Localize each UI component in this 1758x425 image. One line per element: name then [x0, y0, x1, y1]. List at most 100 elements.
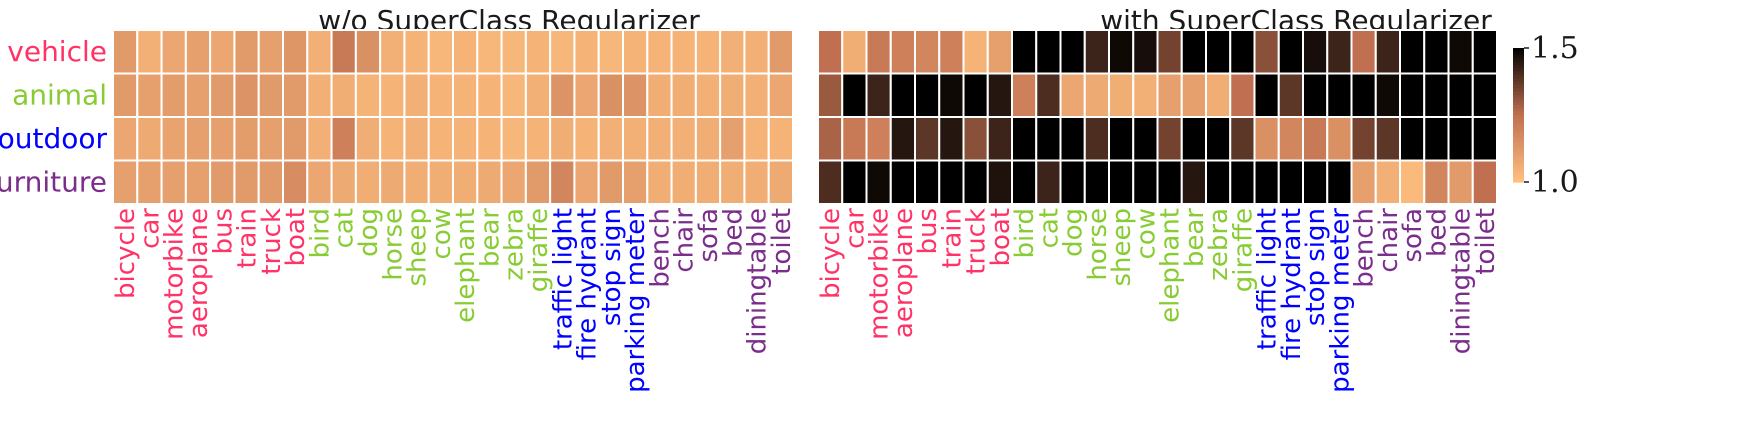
- heatmap-cell: [1399, 72, 1426, 118]
- heatmap-cell: [597, 29, 625, 75]
- heatmap-cell: [914, 116, 941, 162]
- heatmap-cell: [719, 29, 746, 75]
- column-label: bird: [305, 208, 335, 258]
- heatmap-cell: [209, 29, 236, 75]
- heatmap-cell: [500, 159, 527, 205]
- heatmap-cell: [257, 29, 284, 75]
- column-label: aeroplane: [889, 208, 919, 338]
- colorbar-segment: [1513, 64, 1524, 69]
- heatmap-cell: [1205, 72, 1232, 118]
- heatmap-cell: [1350, 159, 1377, 205]
- colorbar-segment: [1513, 78, 1524, 83]
- colorbar-segment: [1513, 101, 1524, 106]
- colorbar-segment: [1513, 118, 1524, 123]
- heatmap-cell: [500, 29, 527, 75]
- heatmap-cell: [306, 116, 333, 162]
- column-label: sofa: [1398, 208, 1428, 263]
- heatmap-cell: [500, 116, 527, 162]
- heatmap-cell: [1011, 159, 1038, 205]
- heatmap-cell: [670, 159, 697, 205]
- heatmap-cell: [330, 72, 357, 118]
- column-label: elephant: [1156, 208, 1186, 323]
- heatmap-cell: [1302, 29, 1329, 75]
- heatmap-cell: [1035, 72, 1062, 118]
- heatmap-cell: [1205, 159, 1232, 205]
- heatmap-cell: [1083, 72, 1110, 118]
- column-label: dog: [1059, 208, 1089, 257]
- colorbar-segment: [1513, 135, 1524, 140]
- left-heatmap: vehicle animal outdoor furniturebicyclecarm…: [0, 29, 797, 393]
- heatmap-cell: [184, 29, 212, 75]
- heatmap-cell: [403, 72, 430, 118]
- colorbar-segment: [1513, 158, 1524, 163]
- column-label: boat: [986, 208, 1016, 267]
- column-label: boat: [281, 208, 311, 267]
- colorbar-tick-label: 1.0: [1531, 165, 1579, 200]
- heatmap-cell: [719, 116, 746, 162]
- heatmap-cell: [1447, 159, 1474, 205]
- column-label: horse: [378, 208, 408, 281]
- heatmap-cell: [257, 72, 284, 118]
- heatmap-cell: [694, 29, 722, 75]
- colorbar: 1.0 1.5: [1513, 31, 1579, 200]
- heatmap-cell: [184, 159, 212, 205]
- heatmap-cell: [597, 159, 625, 205]
- heatmap-cell: [1035, 159, 1062, 205]
- heatmap-cell: [573, 159, 600, 205]
- heatmap-cell: [282, 29, 309, 75]
- heatmap-cell: [1132, 29, 1159, 75]
- heatmap-cell: [1108, 116, 1135, 162]
- heatmap-cell: [403, 29, 430, 75]
- heatmap-cell: [1399, 159, 1426, 205]
- column-label: stop sign: [1301, 208, 1331, 326]
- heatmap-cell: [233, 159, 260, 205]
- column-label: sofa: [694, 208, 724, 263]
- heatmap-cell: [1423, 116, 1450, 162]
- heatmap-cell: [306, 29, 333, 75]
- colorbar-segment: [1513, 131, 1524, 136]
- heatmap-cell: [1326, 159, 1353, 205]
- heatmap-cell: [914, 29, 941, 75]
- colorbar-segment: [1513, 165, 1524, 170]
- heatmap-cell: [452, 116, 479, 162]
- heatmap-cell: [524, 72, 552, 118]
- heatmap-cell: [524, 116, 552, 162]
- heatmap-cell: [282, 159, 309, 205]
- heatmap-cell: [622, 29, 649, 75]
- colorbar-segment: [1513, 138, 1524, 143]
- colorbar-segment: [1513, 115, 1524, 119]
- heatmap-cell: [986, 159, 1013, 205]
- heatmap-cell: [1350, 72, 1377, 118]
- heatmap-cell: [670, 72, 697, 118]
- column-label: toilet: [767, 208, 797, 275]
- heatmap-cell: [817, 159, 844, 205]
- column-label: zebra: [1204, 208, 1234, 281]
- colorbar-segment: [1513, 54, 1524, 59]
- column-label: aeroplane: [184, 208, 214, 338]
- heatmap-cell: [209, 72, 236, 118]
- heatmap-cell: [1302, 116, 1329, 162]
- heatmap-cell: [1035, 116, 1062, 162]
- column-label: cat: [330, 208, 360, 248]
- column-label: bench: [1350, 208, 1380, 288]
- heatmap-cell: [1083, 159, 1110, 205]
- colorbar-segment: [1513, 84, 1524, 89]
- heatmap-cell: [330, 29, 357, 75]
- colorbar-segment: [1513, 168, 1524, 173]
- heatmap-cell: [670, 29, 697, 75]
- column-label: diningtable: [743, 208, 773, 354]
- heatmap-cell: [1399, 116, 1426, 162]
- heatmap-cell: [1083, 116, 1110, 162]
- heatmap-cell: [743, 116, 770, 162]
- heatmap-cell: [914, 72, 941, 118]
- heatmap-cell: [330, 116, 357, 162]
- heatmap-cell: [354, 29, 382, 75]
- heatmap-cell: [209, 159, 236, 205]
- column-label: train: [937, 208, 967, 269]
- heatmap-cell: [597, 72, 625, 118]
- heatmap-cell: [403, 116, 430, 162]
- heatmap-cell: [1277, 72, 1304, 118]
- heatmap-cell: [112, 116, 139, 162]
- heatmap-cell: [719, 72, 746, 118]
